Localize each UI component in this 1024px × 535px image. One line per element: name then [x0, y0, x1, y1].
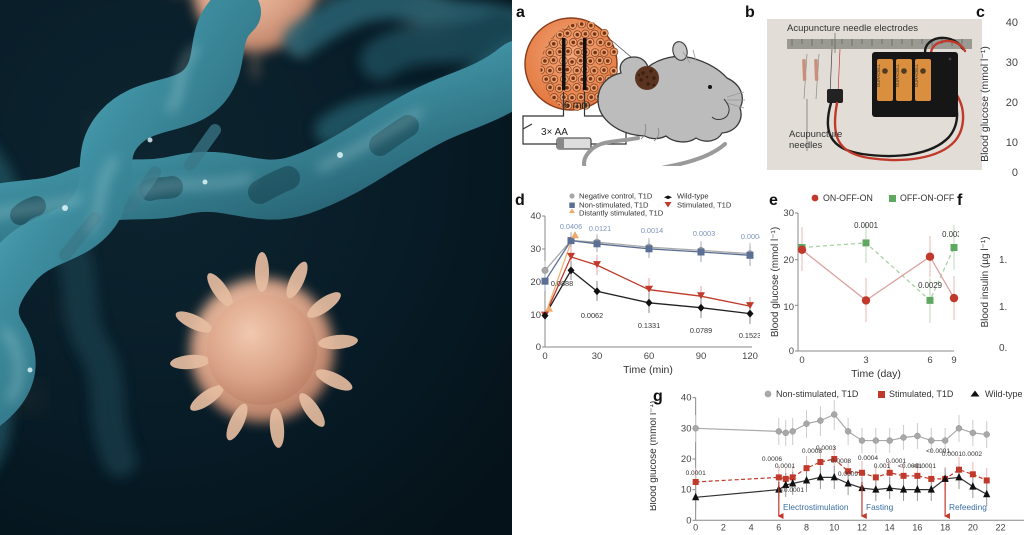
svg-text:16: 16 [912, 523, 922, 533]
svg-text:0.0004: 0.0004 [858, 455, 879, 462]
svg-text:0.0406: 0.0406 [560, 222, 582, 231]
svg-text:0.0062: 0.0062 [581, 311, 603, 320]
svg-text:9: 9 [951, 355, 956, 366]
svg-text:40: 40 [681, 393, 692, 404]
svg-text:8: 8 [804, 523, 809, 533]
svg-text:Time (min): Time (min) [623, 364, 673, 376]
svg-text:0.0014: 0.0014 [641, 226, 663, 235]
svg-text:10: 10 [1006, 137, 1018, 149]
svg-text:120: 120 [742, 351, 758, 362]
svg-text:60: 60 [644, 351, 655, 362]
svg-text:0.0121: 0.0121 [589, 224, 611, 233]
svg-text:0.0001: 0.0001 [854, 221, 878, 230]
svg-text:0.0789: 0.0789 [690, 326, 712, 335]
svg-text:0.: 0. [999, 343, 1007, 354]
svg-text:20: 20 [783, 255, 794, 266]
svg-text:0: 0 [542, 351, 547, 362]
svg-text:Wild-type: Wild-type [677, 192, 709, 201]
svg-text:Fasting: Fasting [866, 502, 894, 512]
svg-text:4: 4 [749, 523, 754, 533]
svg-text:3: 3 [863, 355, 868, 366]
svg-text:Blood glucose (mmol l⁻¹): Blood glucose (mmol l⁻¹) [650, 401, 659, 511]
svg-text:0.0003: 0.0003 [816, 445, 837, 452]
svg-text:6: 6 [927, 355, 932, 366]
svg-text:0.0004: 0.0004 [741, 232, 760, 241]
svg-text:22: 22 [996, 523, 1006, 533]
svg-text:0.0001: 0.0001 [942, 451, 963, 458]
svg-text:0.1331: 0.1331 [638, 321, 660, 330]
svg-text:20: 20 [681, 454, 692, 465]
svg-text:ON-OFF-ON: ON-OFF-ON [823, 193, 873, 203]
svg-text:1.: 1. [999, 302, 1007, 313]
svg-text:Time (day): Time (day) [851, 368, 901, 380]
svg-text:20: 20 [530, 277, 541, 288]
svg-text:40: 40 [530, 211, 541, 222]
svg-text:0.0029: 0.0029 [918, 281, 942, 290]
svg-text:18: 18 [940, 523, 950, 533]
svg-text:OFF-ON-OFF: OFF-ON-OFF [900, 193, 955, 203]
svg-text:20: 20 [968, 523, 978, 533]
svg-text:14: 14 [885, 523, 895, 533]
svg-text:2: 2 [721, 523, 726, 533]
svg-text:DURACELL: DURACELL [895, 63, 900, 87]
svg-text:0: 0 [686, 515, 691, 526]
svg-text:0.0008: 0.0008 [831, 458, 852, 465]
svg-text:0: 0 [536, 342, 541, 353]
svg-text:10: 10 [829, 523, 839, 533]
svg-text:0.0001: 0.0001 [775, 463, 796, 470]
svg-text:1.: 1. [999, 255, 1007, 266]
svg-text:Refeeding: Refeeding [949, 502, 987, 512]
svg-text:0.0034: 0.0034 [942, 230, 959, 239]
svg-text:<0.0001: <0.0001 [912, 463, 936, 470]
svg-text:30: 30 [1006, 57, 1018, 69]
svg-text:10: 10 [783, 302, 794, 313]
svg-text:10: 10 [530, 310, 541, 321]
svg-text:0: 0 [693, 523, 698, 533]
svg-text:30: 30 [592, 351, 603, 362]
svg-text:<0.0001: <0.0001 [780, 487, 804, 494]
svg-text:needles: needles [789, 140, 823, 151]
svg-text:30: 30 [783, 208, 794, 219]
svg-text:Wild-type: Wild-type [985, 389, 1023, 399]
svg-text:30: 30 [530, 244, 541, 255]
svg-text:Blood insulin (µg l⁻¹): Blood insulin (µg l⁻¹) [980, 236, 991, 327]
svg-text:0: 0 [1012, 167, 1018, 179]
svg-text:Stimulated, T1D: Stimulated, T1D [889, 389, 954, 399]
svg-text:0: 0 [799, 355, 804, 366]
svg-text:Blood glucose (mmol l⁻¹): Blood glucose (mmol l⁻¹) [770, 227, 781, 337]
svg-text:0.0001: 0.0001 [686, 470, 707, 477]
svg-text:6: 6 [776, 523, 781, 533]
svg-text:DURACELL: DURACELL [876, 63, 881, 87]
svg-text:Blood glucose (mmol l⁻¹): Blood glucose (mmol l⁻¹) [979, 46, 991, 162]
svg-text:Electrostimulation: Electrostimulation [783, 502, 849, 512]
svg-text:Stimulated, T1D: Stimulated, T1D [677, 201, 732, 210]
svg-text:0.0888: 0.0888 [551, 279, 573, 288]
svg-text:10: 10 [681, 485, 692, 496]
svg-text:DURACELL: DURACELL [914, 63, 919, 87]
svg-text:3× AA: 3× AA [541, 127, 568, 138]
svg-text:Non-stimulated, T1D: Non-stimulated, T1D [776, 389, 859, 399]
svg-text:90: 90 [696, 351, 707, 362]
svg-text:0: 0 [789, 346, 794, 357]
svg-text:0.0002: 0.0002 [962, 451, 983, 458]
svg-text:12: 12 [857, 523, 867, 533]
svg-text:0.0006: 0.0006 [762, 456, 783, 463]
svg-text:20: 20 [1006, 97, 1018, 109]
svg-text:Negative control, T1D: Negative control, T1D [579, 192, 653, 201]
svg-text:Distantly stimulated, T1D: Distantly stimulated, T1D [579, 209, 664, 218]
svg-text:6 mm: 6 mm [564, 99, 591, 111]
svg-text:0.0009: 0.0009 [838, 471, 859, 478]
svg-text:30: 30 [681, 423, 692, 434]
svg-text:0.1523: 0.1523 [739, 331, 760, 340]
svg-text:Acupuncture: Acupuncture [789, 129, 842, 140]
svg-text:0.0003: 0.0003 [693, 229, 715, 238]
svg-text:40: 40 [1006, 17, 1018, 29]
svg-text:Acupuncture needle electrodes: Acupuncture needle electrodes [787, 23, 918, 34]
